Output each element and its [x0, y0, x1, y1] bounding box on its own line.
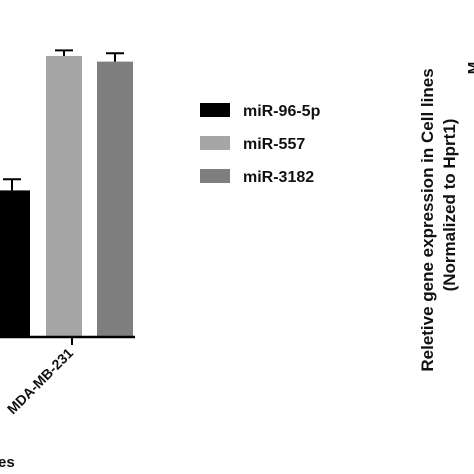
- error-bar-mir-557: [55, 49, 73, 56]
- legend-label: miR-557: [243, 136, 305, 153]
- legend-item-mir-96-5p: miR-96-5p: [200, 103, 321, 120]
- cut-off-label: M: [465, 62, 474, 75]
- x-axis-label: es: [0, 454, 15, 471]
- x-tick-label: MDA-MB-231: [4, 345, 77, 418]
- legend: miR-96-5p miR-557 miR-3182: [200, 103, 321, 186]
- bar-mir-557: [46, 56, 82, 336]
- legend-label: miR-3182: [243, 169, 314, 186]
- legend-item-mir-557: miR-557: [200, 136, 305, 153]
- legend-item-mir-3182: miR-3182: [200, 169, 314, 186]
- bar-mir-96-5p: [0, 190, 30, 336]
- legend-swatch: [200, 136, 230, 150]
- bar-group: [0, 56, 133, 336]
- error-bar-mir-96-5p: [3, 178, 21, 191]
- error-bar-group: [3, 49, 124, 191]
- legend-swatch: [200, 103, 230, 117]
- error-bar-mir-3182: [106, 52, 124, 62]
- legend-swatch: [200, 169, 230, 183]
- y-axis-label: Reletive gene expression in Cell lines: [418, 68, 437, 371]
- bar-mir-3182: [97, 61, 133, 336]
- legend-label: miR-96-5p: [243, 103, 321, 120]
- y-axis-label-sub: (Normalized to Hprt1): [440, 119, 459, 292]
